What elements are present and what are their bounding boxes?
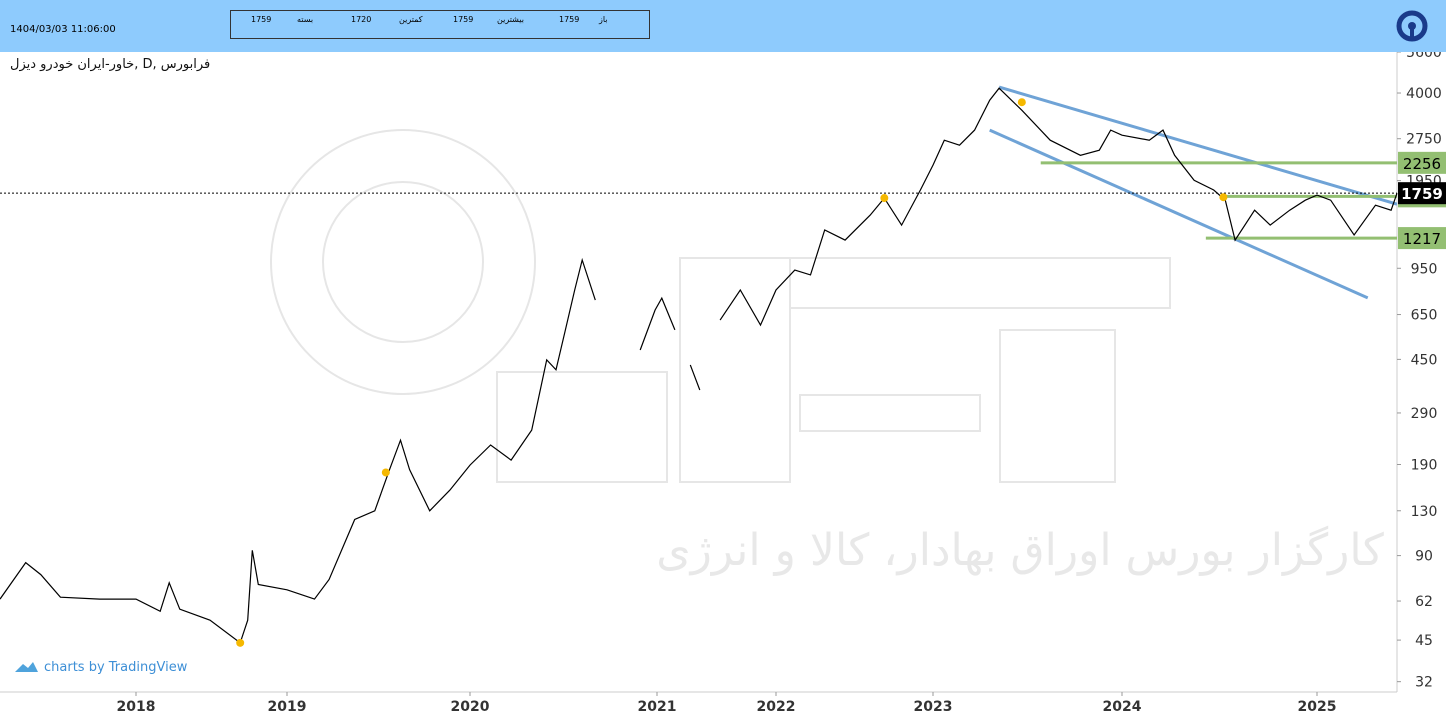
marker bbox=[1219, 193, 1228, 202]
ohlc-value: 1720 bbox=[351, 15, 372, 24]
y-tick-label: 290 bbox=[1411, 406, 1438, 422]
ohlc-value: 1759 bbox=[251, 15, 272, 24]
y-tick-label: 32 bbox=[1415, 675, 1433, 691]
trend-line bbox=[989, 128, 1369, 300]
marker bbox=[880, 194, 889, 203]
x-tick-label: 2024 bbox=[1103, 699, 1142, 715]
datetime: 1404/03/03 11:06:00 bbox=[10, 24, 116, 35]
level-label: 1217 bbox=[1403, 230, 1441, 248]
x-tick-label: 2018 bbox=[117, 699, 156, 715]
ohlc-value: 1759 bbox=[559, 15, 580, 24]
x-tick-label: 2025 bbox=[1298, 699, 1337, 715]
y-tick-label: 45 bbox=[1415, 633, 1433, 649]
brand-text: charts by TradingView bbox=[44, 660, 188, 675]
marker bbox=[236, 638, 245, 647]
watermark-text: کارگزار بورس اوراق بهادار، کالا و انرژی bbox=[656, 525, 1384, 576]
ohlc-label: کمترین bbox=[399, 15, 423, 24]
chart-title: خاور-ایران خودرو دیزل, D, فرابورس bbox=[10, 57, 210, 72]
ohlc-label: بیشترین bbox=[497, 15, 524, 24]
y-tick-label: 4000 bbox=[1406, 86, 1442, 102]
y-tick-label: 90 bbox=[1415, 549, 1433, 565]
logo[interactable] bbox=[1396, 10, 1428, 42]
x-tick-label: 2023 bbox=[914, 699, 953, 715]
tradingview-brand[interactable]: charts by TradingView bbox=[15, 660, 188, 675]
marker bbox=[1017, 98, 1026, 107]
x-tick-label: 2019 bbox=[268, 699, 307, 715]
ohlc-label: بسته bbox=[297, 15, 314, 24]
y-tick-label: 450 bbox=[1411, 352, 1438, 368]
y-tick-label: 2750 bbox=[1406, 132, 1442, 148]
watermark-logo bbox=[270, 129, 1171, 483]
price-line bbox=[0, 87, 1398, 644]
x-tick-label: 2021 bbox=[638, 699, 677, 715]
ohlc-label: باز bbox=[599, 15, 608, 24]
brand-icon bbox=[15, 662, 38, 672]
last-price-label: 1759 bbox=[1401, 185, 1443, 203]
trend-line bbox=[998, 85, 1398, 206]
y-tick-label: 130 bbox=[1411, 504, 1438, 520]
x-tick-label: 2020 bbox=[451, 699, 490, 715]
y-tick-label: 950 bbox=[1411, 261, 1438, 277]
level-label-box bbox=[1398, 151, 1446, 174]
last-price-box bbox=[1398, 182, 1446, 205]
y-tick-label: 62 bbox=[1415, 594, 1433, 610]
ohlc-value: 1759 bbox=[453, 15, 474, 24]
y-tick-label: 650 bbox=[1411, 308, 1438, 324]
level-label: 2256 bbox=[1403, 155, 1441, 173]
level-label-box bbox=[1398, 227, 1446, 250]
x-tick-label: 2022 bbox=[757, 699, 796, 715]
ohlc-box: باز 1759 بیشترین 1759 کمترین 1720 بسته 1… bbox=[230, 10, 650, 39]
top-bar: 1404/03/03 11:06:00 باز 1759 بیشترین 175… bbox=[0, 0, 1446, 52]
marker bbox=[381, 468, 390, 477]
y-tick-label: 190 bbox=[1411, 458, 1438, 474]
